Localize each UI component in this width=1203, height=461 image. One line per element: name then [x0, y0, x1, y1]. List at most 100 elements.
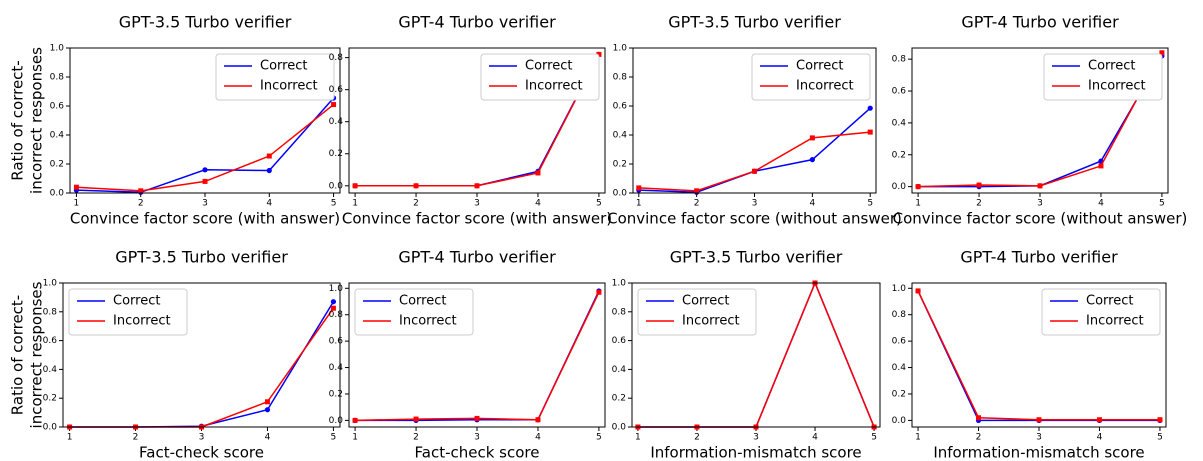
x-tick-label: 3	[199, 433, 205, 443]
marker	[976, 415, 982, 421]
legend-label: Correct	[682, 294, 729, 309]
legend-label: Correct	[399, 294, 446, 309]
marker	[1157, 417, 1163, 423]
x-axis-label: Fact-check score	[415, 444, 540, 461]
y-tick-label: 0.8	[329, 53, 344, 63]
legend-label: Incorrect	[399, 314, 457, 329]
marker	[331, 102, 337, 108]
marker	[330, 299, 337, 305]
plot-frame	[632, 47, 877, 194]
y-tick-label: 1.0	[613, 44, 628, 54]
x-tick-label: 2	[694, 433, 700, 443]
subplot: GPT-4 Turbo verifier Convince factor scor…	[329, 13, 612, 228]
marker	[330, 305, 336, 311]
y-tick-label: 0.4	[612, 365, 627, 375]
y-tick-label: 0.4	[892, 118, 907, 128]
x-tick-label: 5	[596, 433, 602, 443]
x-tick-label: 2	[133, 433, 139, 443]
y-tick-label: 0.8	[50, 73, 65, 83]
marker	[1159, 50, 1165, 56]
y-tick-label: 0.8	[329, 310, 344, 320]
subplot-title: GPT-4 Turbo verifier	[961, 13, 1119, 32]
marker	[976, 182, 982, 188]
marker	[915, 184, 921, 190]
legend-label: Incorrect	[682, 314, 740, 329]
x-axis-label: Convince factor score (with answer)	[342, 210, 612, 228]
y-tick-label: 0.0	[892, 416, 907, 426]
marker	[535, 417, 541, 423]
x-tick-label: 2	[976, 433, 982, 443]
series-line	[76, 97, 335, 194]
y-tick-label: 0.8	[612, 307, 627, 317]
x-tick-label: 4	[535, 199, 541, 209]
marker	[867, 129, 873, 135]
x-tick-label: 5	[331, 199, 337, 209]
marker	[202, 178, 208, 184]
y-tick-label: 0.4	[329, 117, 344, 127]
y-tick-label: 0.8	[892, 310, 907, 320]
x-tick-label: 4	[809, 199, 815, 209]
x-tick-label: 4	[812, 433, 818, 443]
x-tick-label: 4	[1097, 433, 1103, 443]
x-tick-label: 5	[871, 433, 877, 443]
series-line	[638, 107, 871, 194]
y-tick-label: 0.6	[612, 336, 627, 346]
subplot: GPT-3.5 Turbo verifier Information-mismat…	[612, 248, 881, 461]
marker	[915, 288, 921, 294]
x-tick-label: 3	[1037, 199, 1043, 209]
legend-label: Incorrect	[1088, 79, 1146, 94]
legend-label: Correct	[1086, 294, 1133, 309]
subplot-title: GPT-3.5 Turbo verifier	[668, 13, 841, 32]
x-tick-label: 5	[331, 433, 337, 443]
y-tick-label: 0.4	[43, 365, 58, 375]
marker	[138, 188, 144, 194]
plot-frame	[348, 47, 606, 194]
plot-frame	[348, 282, 606, 428]
marker	[264, 399, 270, 405]
y-tick-label: 0.0	[613, 189, 628, 199]
plot-frame	[911, 282, 1167, 428]
x-axis-label: Convince factor score (with answer)	[70, 210, 340, 228]
marker	[413, 416, 419, 422]
subplot-title: GPT-3.5 Turbo verifier	[119, 13, 292, 32]
y-tick-label: 0.0	[329, 181, 344, 191]
x-tick-label: 1	[636, 199, 642, 209]
plot-frame	[911, 47, 1169, 194]
legend-label: Correct	[1088, 59, 1135, 74]
marker	[867, 105, 873, 111]
y-axis-label: incorrect responses	[28, 281, 46, 428]
y-tick-label: 0.2	[892, 150, 906, 160]
x-tick-label: 1	[352, 433, 358, 443]
y-tick-label: 0.6	[329, 85, 344, 95]
x-axis-label: Convince factor score (without answer)	[893, 210, 1188, 228]
y-tick-label: 0.0	[329, 416, 344, 426]
marker	[596, 51, 602, 57]
marker	[266, 153, 272, 159]
marker	[1098, 163, 1104, 169]
marker	[352, 417, 358, 423]
y-tick-label: 1.0	[43, 279, 58, 289]
plot-frame	[69, 47, 341, 194]
y-axis-label: Ratio of correct-	[9, 295, 27, 415]
subplot: GPT-3.5 Turbo verifier Convince factor sc…	[607, 13, 902, 228]
x-tick-label: 3	[1036, 433, 1042, 443]
y-axis-label: incorrect responses	[28, 47, 46, 194]
x-tick-label: 5	[867, 199, 873, 209]
marker	[266, 167, 272, 174]
legend-label: Incorrect	[260, 79, 318, 94]
x-tick-label: 2	[694, 199, 700, 209]
x-tick-label: 1	[67, 433, 73, 443]
marker	[1036, 417, 1042, 423]
x-tick-label: 4	[535, 433, 541, 443]
x-tick-label: 3	[474, 433, 480, 443]
y-tick-label: 0.0	[43, 423, 58, 433]
y-tick-label: 0.2	[50, 160, 64, 170]
y-tick-label: 1.0	[329, 284, 344, 294]
y-tick-label: 0.2	[612, 394, 626, 404]
x-tick-label: 2	[976, 199, 982, 209]
x-tick-label: 3	[202, 199, 208, 209]
y-tick-label: 0.6	[43, 336, 58, 346]
x-tick-label: 3	[753, 433, 759, 443]
x-axis-label: Fact-check score	[139, 444, 264, 461]
